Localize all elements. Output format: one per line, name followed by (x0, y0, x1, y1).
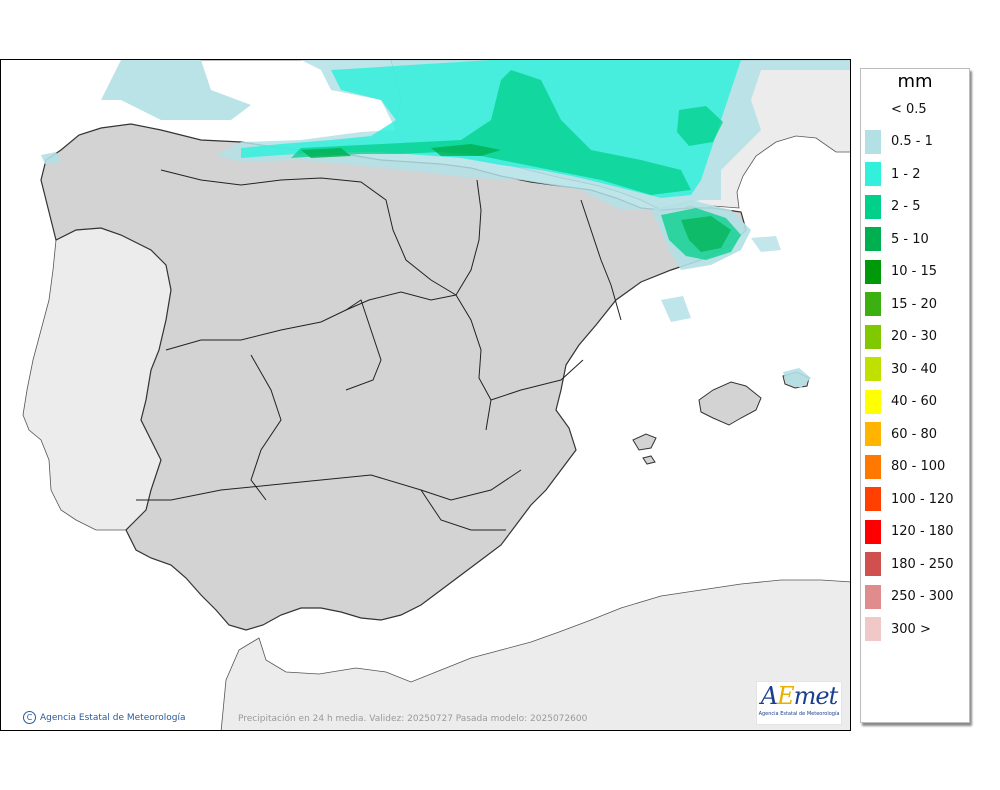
legend-item: 180 - 250 (865, 552, 954, 576)
region-borders (136, 169, 622, 531)
copyright-icon: C (23, 711, 36, 724)
legend-label: 40 - 60 (891, 394, 938, 409)
aemet-logo-subtitle: Agencia Estatal de Meteorología (758, 711, 840, 717)
legend-item: 80 - 100 (865, 454, 946, 479)
legend-item: 120 - 180 (865, 519, 954, 544)
legend-item: 250 - 300 (865, 584, 954, 609)
legend-label: 30 - 40 (891, 361, 938, 377)
legend-label: 250 - 300 (891, 589, 954, 604)
legend-swatch (865, 227, 881, 251)
legend-label: 300 > (891, 621, 931, 637)
legend-item: 10 - 15 (865, 259, 938, 284)
legend-swatch (865, 389, 881, 414)
legend-swatch (865, 584, 881, 609)
legend-label: 10 - 15 (891, 264, 938, 279)
legend-swatch (865, 552, 881, 576)
legend-swatch (865, 162, 881, 186)
copyright-note: C Agencia Estatal de Meteorología (23, 711, 186, 724)
legend-label: 5 - 10 (891, 231, 929, 247)
legend-item: 30 - 40 (865, 357, 937, 381)
ibiza-island (632, 433, 657, 451)
legend-swatch (865, 324, 881, 349)
legend-item: 5 - 10 (865, 227, 929, 251)
portugal-landmass (22, 227, 172, 531)
legend-label: 1 - 2 (891, 166, 921, 182)
copyright-text: Agencia Estatal de Meteorología (40, 712, 186, 723)
legend-swatch (865, 292, 881, 316)
legend-swatch (865, 422, 881, 446)
legend-item: < 0.5 (865, 97, 927, 121)
aemet-logo: AEmet Agencia Estatal de Meteorología (756, 681, 842, 725)
formentera-island (642, 455, 656, 465)
legend-swatch (865, 259, 881, 284)
legend-item: 20 - 30 (865, 324, 938, 349)
precipitation-map: C Agencia Estatal de Meteorología Precip… (0, 59, 851, 731)
map-caption: Precipitación en 24 h media. Validez: 20… (238, 714, 588, 724)
legend-item: 2 - 5 (865, 194, 921, 219)
legend-label: 180 - 250 (891, 556, 954, 572)
legend-swatch (865, 487, 881, 511)
africa-landmass (220, 579, 850, 730)
legend-label: 100 - 120 (891, 491, 954, 507)
map-canvas (22, 60, 850, 730)
legend-label: 2 - 5 (891, 199, 921, 214)
legend-panel: mm < 0.5 0.5 - 1 1 - 2 2 - 5 5 - 10 10 - 15 15… (860, 68, 970, 723)
legend-label: 60 - 80 (891, 426, 938, 442)
mallorca-island (698, 381, 762, 426)
legend-unit: mm (897, 71, 933, 92)
legend-label: 15 - 20 (891, 296, 938, 312)
legend-item: 15 - 20 (865, 292, 937, 316)
legend-swatch (865, 617, 881, 641)
legend-label: 20 - 30 (891, 329, 938, 344)
precipitation-shading (41, 60, 850, 388)
legend-item: 40 - 60 (865, 389, 938, 414)
legend-swatch (865, 129, 881, 154)
legend-label: 80 - 100 (891, 459, 946, 474)
legend-label: < 0.5 (891, 101, 927, 117)
legend-item: 300 > (865, 617, 931, 641)
legend-item: 0.5 - 1 (865, 129, 933, 154)
legend-item: 100 - 120 (865, 487, 954, 511)
legend-label: 0.5 - 1 (891, 134, 933, 149)
legend-item: 1 - 2 (865, 162, 921, 186)
legend-item: 60 - 80 (865, 422, 937, 446)
legend-swatch (865, 194, 881, 219)
legend-label: 120 - 180 (891, 524, 954, 539)
legend-swatch (865, 519, 881, 544)
legend-swatch (865, 357, 881, 381)
legend-swatch (865, 97, 881, 121)
legend-swatch (865, 454, 881, 479)
aemet-logo-word: AEmet (760, 682, 838, 710)
